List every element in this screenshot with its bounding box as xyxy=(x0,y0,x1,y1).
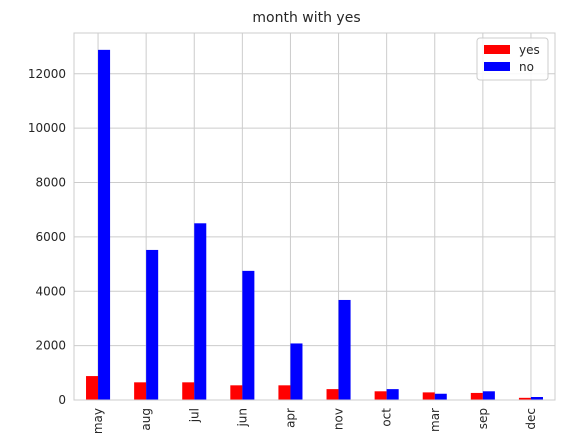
bar-yes-jul xyxy=(182,382,195,400)
y-axis-ticks: 0 2000 4000 6000 8000 10000 12000 xyxy=(28,67,66,407)
y-tick-label: 12000 xyxy=(28,67,66,81)
x-tick-label: apr xyxy=(283,408,297,428)
x-tick-label: dec xyxy=(524,408,538,430)
y-tick-label: 4000 xyxy=(35,284,66,298)
bar-yes-dec xyxy=(518,397,531,400)
bar-no-dec xyxy=(530,397,543,400)
x-tick-label: aug xyxy=(139,408,153,431)
bar-yes-may xyxy=(86,376,99,400)
legend: yes no xyxy=(476,37,549,81)
x-tick-label: oct xyxy=(380,408,394,427)
bar-no-aug xyxy=(146,249,159,400)
bar-no-jul xyxy=(194,223,207,400)
x-axis-ticks: may aug jul jun apr nov oct mar sep dec xyxy=(91,408,538,434)
chart-title: month with yes xyxy=(252,10,360,26)
legend-label-yes: yes xyxy=(519,43,540,57)
bar-yes-nov xyxy=(326,389,339,400)
legend-swatch-yes xyxy=(484,45,510,54)
x-tick-label: jul xyxy=(187,408,201,423)
bars xyxy=(86,49,543,400)
y-tick-label: 0 xyxy=(58,393,66,407)
bar-yes-mar xyxy=(422,392,435,400)
bar-no-sep xyxy=(482,391,495,400)
legend-swatch-no xyxy=(484,62,510,71)
bar-no-mar xyxy=(434,393,447,400)
x-tick-label: mar xyxy=(428,408,442,432)
bar-no-jun xyxy=(242,270,255,400)
bar-yes-oct xyxy=(374,391,387,400)
bar-no-may xyxy=(98,49,111,400)
legend-label-no: no xyxy=(519,60,534,74)
x-tick-label: sep xyxy=(476,408,490,429)
bar-yes-aug xyxy=(134,382,147,400)
bar-yes-apr xyxy=(278,385,291,400)
bar-no-oct xyxy=(386,389,399,400)
x-tick-label: may xyxy=(91,408,105,434)
y-tick-label: 10000 xyxy=(28,121,66,135)
bar-yes-sep xyxy=(470,392,483,400)
y-tick-label: 2000 xyxy=(35,339,66,353)
y-tick-label: 6000 xyxy=(35,230,66,244)
x-tick-label: jun xyxy=(235,408,249,428)
y-tick-label: 8000 xyxy=(35,176,66,190)
plot-frame xyxy=(73,32,556,401)
bar-no-apr xyxy=(290,343,303,400)
x-tick-label: nov xyxy=(332,408,346,430)
bar-no-nov xyxy=(338,299,351,400)
bar-yes-jun xyxy=(230,385,243,400)
